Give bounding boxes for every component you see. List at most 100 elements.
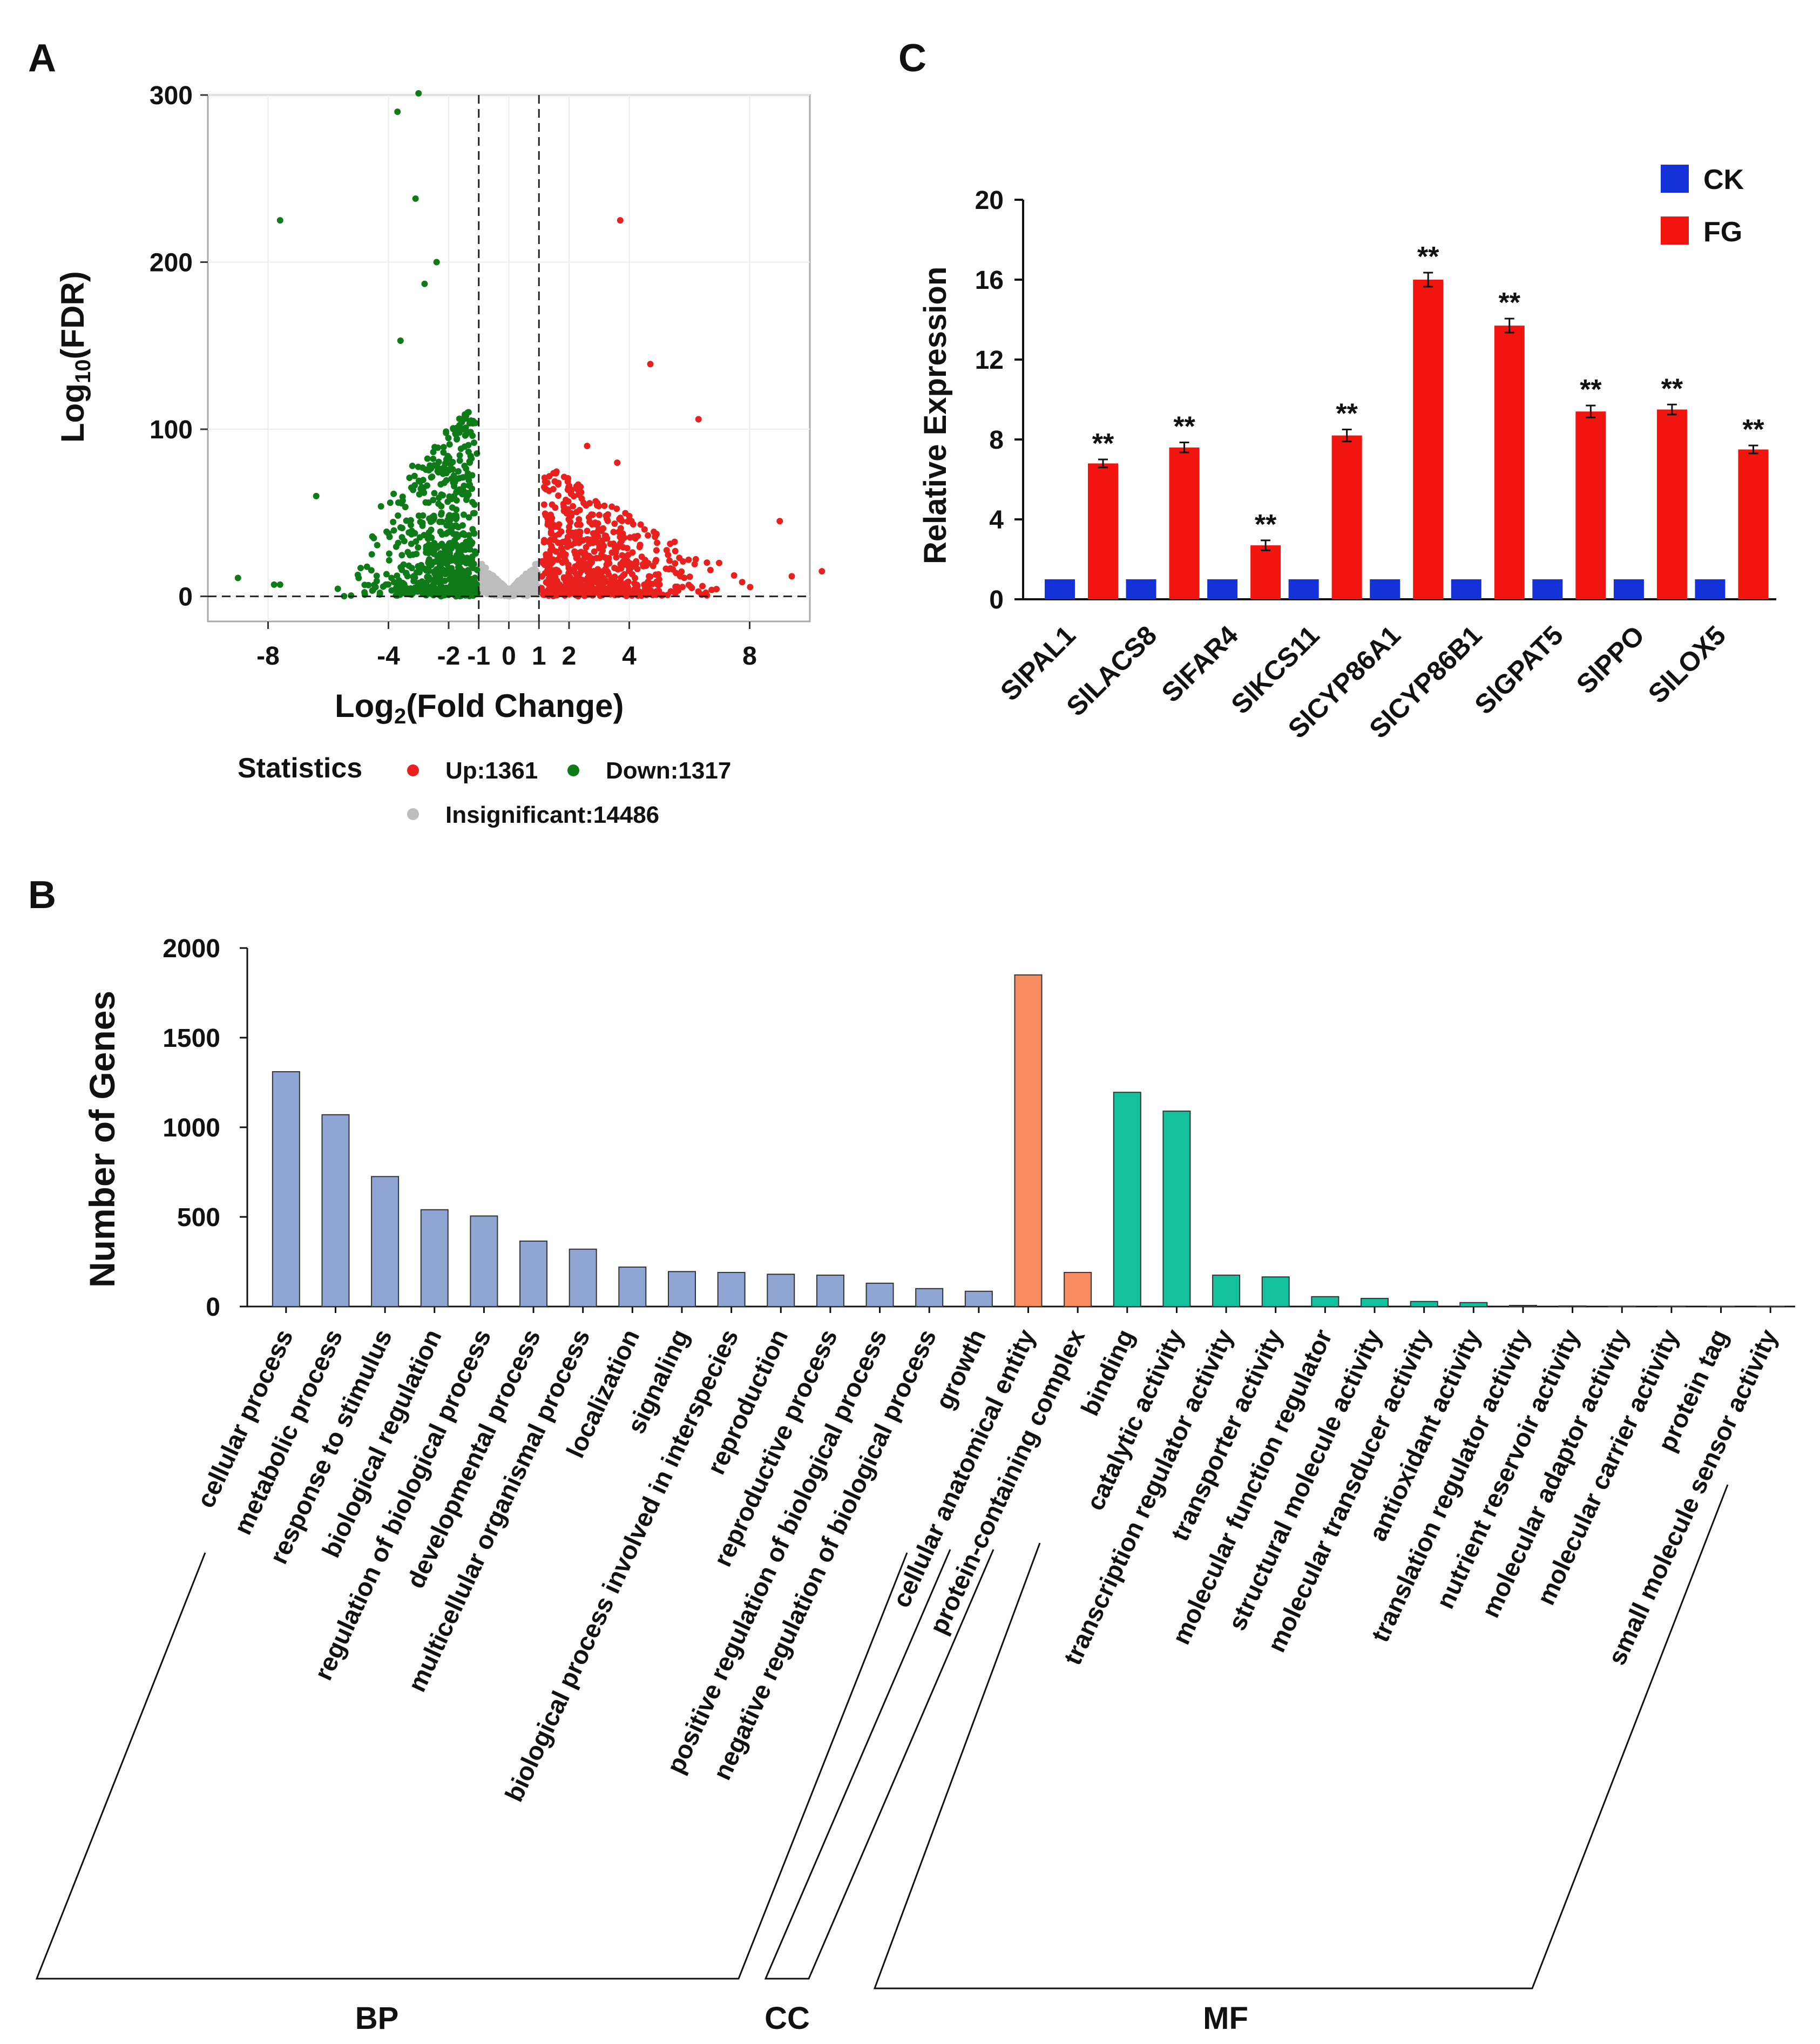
volcano-point-up	[622, 510, 629, 517]
volcano-point-up	[594, 529, 601, 536]
volcano-point-down	[440, 588, 447, 595]
volcano-point-down	[363, 563, 370, 570]
expression-significance-mark: **	[1336, 398, 1358, 430]
volcano-legend-down: Down:1317	[606, 757, 731, 784]
volcano-point-down	[429, 514, 436, 521]
expression-legend: CK FG	[1661, 164, 1744, 248]
volcano-point-down	[440, 449, 447, 456]
volcano-point-down	[383, 571, 390, 578]
volcano-point-down	[460, 511, 467, 518]
volcano-point-down	[470, 530, 477, 537]
volcano-point-down	[465, 477, 472, 484]
expression-bar-ck	[1126, 579, 1156, 599]
volcano-point-up	[695, 416, 702, 423]
volcano-point-down	[461, 531, 468, 538]
volcano-point-down	[431, 490, 438, 497]
volcano-point-up	[645, 560, 652, 567]
volcano-point-down	[385, 550, 393, 557]
volcano-x-tick-label: 1	[532, 642, 546, 671]
volcano-point-up	[554, 556, 561, 563]
volcano-point-up	[558, 545, 565, 552]
expression-y-tick-label: 20	[975, 186, 1004, 215]
volcano-point-up	[699, 583, 706, 590]
volcano-point-down	[442, 568, 449, 576]
volcano-point-down	[443, 470, 450, 477]
expression-y-tick-label: 8	[989, 426, 1004, 455]
volcano-point-down	[443, 429, 450, 436]
volcano-point-down	[461, 482, 468, 489]
volcano-point-up	[634, 532, 641, 539]
volcano-point-up	[553, 468, 560, 475]
volcano-point-down	[425, 574, 432, 581]
volcano-y-tick-label: 200	[150, 249, 193, 278]
volcano-point-insignificant	[478, 585, 485, 592]
volcano-point-down	[409, 462, 416, 469]
expression-bar-fg	[1169, 447, 1200, 599]
volcano-point-insignificant	[485, 574, 492, 581]
volcano-point-up	[617, 585, 624, 592]
volcano-point-down	[419, 590, 426, 597]
volcano-point-up	[592, 521, 599, 528]
volcano-point-down	[465, 581, 472, 588]
go-bar	[964, 1290, 993, 1308]
volcano-point-up	[647, 361, 654, 368]
expression-significance-mark: **	[1417, 241, 1439, 273]
go-group-bracket-mf	[873, 1484, 1729, 1989]
volcano-point-down	[424, 455, 431, 462]
volcano-point-up	[633, 558, 640, 565]
volcano-point-up	[619, 572, 626, 579]
volcano-point-down	[390, 490, 397, 497]
go-bar	[915, 1288, 944, 1308]
volcano-point-up	[547, 581, 554, 588]
expression-significance-mark: **	[1255, 509, 1277, 540]
expression-bar-fg	[1250, 545, 1281, 599]
volcano-point-up	[672, 560, 679, 567]
volcano-point-down	[355, 574, 362, 581]
volcano-highlight-points	[234, 90, 826, 588]
volcano-point-up	[563, 586, 570, 593]
go-bar	[569, 1248, 597, 1308]
volcano-point-up	[571, 548, 578, 555]
volcano-point-down	[416, 568, 423, 576]
volcano-point-down	[395, 539, 402, 546]
volcano-point-up	[617, 217, 624, 224]
volcano-point-up	[686, 573, 693, 580]
volcano-point-down	[430, 455, 437, 462]
volcano-point-down	[437, 561, 444, 568]
volcano-point-down	[469, 432, 476, 439]
volcano-legend-insignificant: Insignificant:14486	[445, 802, 659, 828]
expression-bar-ck	[1288, 579, 1319, 599]
volcano-point-down	[385, 581, 392, 588]
volcano-point-up	[625, 552, 632, 559]
volcano-point-down	[428, 526, 435, 533]
go-bar	[272, 1071, 300, 1307]
volcano-point-down	[368, 567, 375, 574]
volcano-point-down	[444, 550, 451, 557]
volcano-point-down	[402, 504, 409, 511]
volcano-point-down	[469, 557, 476, 564]
volcano-point-up	[553, 581, 560, 588]
volcano-point-up	[544, 566, 551, 573]
volcano-point-up	[818, 568, 826, 575]
expression-bars: ** ** ** ** ** ** ** ** **	[1045, 241, 1769, 599]
volcano-point-down	[411, 472, 418, 479]
volcano-point-down	[425, 567, 432, 574]
go-group-label-mf: MF	[1203, 2001, 1248, 2036]
go-bar	[1508, 1305, 1537, 1308]
volcano-point-up	[573, 509, 580, 516]
volcano-point-up	[610, 529, 617, 536]
volcano-point-insignificant	[514, 590, 521, 597]
volcano-point-insignificant	[495, 584, 502, 591]
volcano-point-up	[747, 584, 754, 591]
volcano-point-up	[608, 587, 615, 594]
go-bar	[1558, 1305, 1587, 1308]
expression-significance-mark: **	[1499, 287, 1521, 319]
volcano-point-up	[626, 534, 633, 541]
volcano-point-up	[672, 547, 679, 554]
volcano-point-down	[412, 195, 419, 202]
volcano-x-tick-label: 0	[502, 642, 516, 671]
volcano-point-down	[435, 500, 442, 507]
volcano-point-down	[432, 572, 439, 579]
volcano-point-up	[681, 574, 688, 581]
